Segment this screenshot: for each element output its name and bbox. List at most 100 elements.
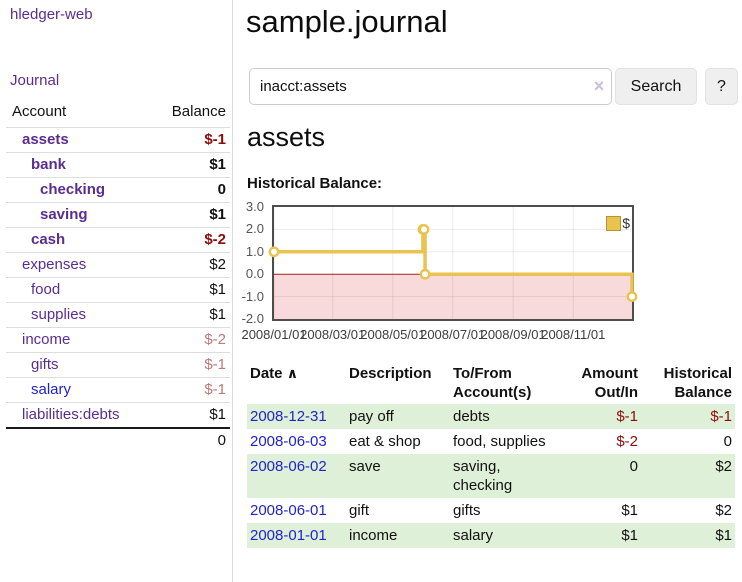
y-tick-label: 3.0 (245, 199, 264, 214)
account-balance: $1 (209, 306, 226, 323)
sidebar-account-assets[interactable]: assets (22, 131, 69, 148)
legend-swatch-icon (606, 215, 622, 231)
register-header-balance: Historical Balance (663, 365, 732, 401)
transaction-balance: $-1 (710, 408, 732, 425)
account-row: liabilities:debts $1 (6, 402, 230, 429)
account-row: food $1 (6, 277, 230, 303)
transaction-date-link[interactable]: 2008-01-01 (250, 527, 327, 544)
sidebar-account-gifts[interactable]: gifts (31, 356, 59, 373)
accounts-header-account: Account (12, 103, 67, 120)
accounts-total-value: 0 (217, 432, 226, 449)
register-header-description: Description (349, 365, 432, 382)
help-button[interactable]: ? (705, 68, 738, 105)
account-balance: 0 (217, 181, 226, 198)
sidebar-account-supplies[interactable]: supplies (31, 306, 87, 323)
account-row: expenses $2 (6, 252, 230, 278)
chart-x-axis: 2008/01/01 2008/03/01 2008/05/01 2008/07/01… (241, 327, 632, 345)
search-button[interactable]: Search (615, 68, 697, 105)
sidebar-item-journal[interactable]: Journal (10, 72, 60, 89)
transaction-accounts: gifts (453, 502, 481, 519)
transaction-date-link[interactable]: 2008-06-02 (250, 458, 327, 475)
account-row: supplies $1 (6, 302, 230, 328)
register-row: 2008-12-31 pay off debts $-1 $-1 (247, 404, 735, 429)
search-input[interactable] (249, 68, 612, 105)
chart-y-axis: 3.0 2.0 1.0 0.0 -1.0 -2.0 (232, 199, 266, 326)
transaction-amount: $1 (621, 502, 638, 519)
app-brand-link[interactable]: hledger-web (10, 6, 93, 23)
register-header-row: Date ∧ Description To/From Account(s) Am… (247, 362, 735, 404)
account-balance: $1 (209, 281, 226, 298)
x-tick-label: 2008/01/01 (241, 327, 307, 342)
transaction-date-link[interactable]: 2008-12-31 (250, 408, 327, 425)
sidebar-divider (232, 0, 233, 582)
sidebar-account-checking[interactable]: checking (40, 181, 106, 198)
x-tick-label: 2008/09/01 (480, 327, 546, 342)
register-header-amount: Amount Out/In (581, 365, 638, 401)
x-tick-label: 2008/03/01 (300, 327, 366, 342)
sidebar-account-income[interactable]: income (22, 331, 71, 348)
transaction-balance: $2 (715, 458, 732, 475)
transaction-date-link[interactable]: 2008-06-03 (250, 433, 327, 450)
y-tick-label: -2.0 (241, 311, 264, 326)
y-tick-label: 1.0 (245, 243, 264, 259)
sidebar-account-food[interactable]: food (31, 281, 61, 298)
chart-plot-svg (268, 207, 638, 319)
account-row: gifts $-1 (6, 352, 230, 378)
x-tick-label: 2008/11/01 (541, 327, 606, 342)
transaction-amount: $1 (621, 527, 638, 544)
transaction-balance: $1 (715, 527, 732, 544)
accounts-header-balance: Balance (171, 103, 226, 120)
register-header-accounts: To/From Account(s) (453, 365, 532, 401)
account-balance: $-1 (204, 381, 226, 398)
sidebar-account-cash[interactable]: cash (31, 231, 66, 248)
register-row: 2008-06-01 gift gifts $1 $2 (247, 498, 735, 523)
register-table: Date ∧ Description To/From Account(s) Am… (247, 362, 735, 548)
account-row: assets $-1 (6, 127, 230, 153)
sidebar-account-liabilities-debts[interactable]: liabilities:debts (22, 406, 120, 423)
transaction-date-link[interactable]: 2008-06-01 (250, 502, 327, 519)
x-tick-label: 2008/07/01 (420, 327, 486, 342)
sidebar-accounts-table: Account Balance assets $-1 bank $1 checkin… (6, 100, 230, 453)
transaction-description: eat & shop (349, 433, 421, 450)
clear-search-icon[interactable]: × (593, 76, 605, 96)
sidebar-account-saving[interactable]: saving (40, 206, 88, 223)
account-balance: $-1 (204, 356, 226, 373)
account-row: checking 0 (6, 177, 230, 203)
sidebar-account-salary[interactable]: salary (31, 381, 72, 398)
y-tick-label: 0.0 (245, 266, 264, 282)
transaction-description: pay off (349, 408, 394, 425)
chart-legend: $ (606, 214, 630, 232)
transaction-accounts: salary (453, 527, 494, 544)
sidebar-account-bank[interactable]: bank (31, 156, 67, 173)
transaction-accounts: food, supplies (453, 433, 546, 450)
account-balance: $-1 (204, 131, 226, 148)
account-row: income $-2 (6, 327, 230, 353)
transaction-amount: $-2 (616, 433, 638, 450)
account-row: bank $1 (6, 152, 230, 178)
transaction-amount: 0 (629, 458, 638, 475)
transaction-balance: 0 (723, 433, 732, 450)
transaction-balance: $2 (715, 502, 732, 519)
account-balance: $-2 (204, 231, 226, 248)
chart-negative-region (274, 274, 632, 319)
account-balance: $1 (209, 406, 226, 423)
sort-ascending-icon: ∧ (286, 365, 299, 381)
sidebar-account-expenses[interactable]: expenses (22, 256, 87, 273)
register-row: 2008-06-02 save saving, checking 0 $2 (247, 454, 735, 498)
balance-chart: $ (268, 205, 638, 321)
transaction-description: income (349, 527, 398, 544)
transaction-accounts: debts (453, 408, 490, 425)
account-row: salary $-1 (6, 377, 230, 403)
transaction-description: save (349, 458, 381, 475)
account-balance: $-2 (204, 331, 226, 348)
chart-title: Historical Balance: (247, 175, 383, 192)
account-balance: $2 (209, 256, 226, 273)
legend-label: $ (622, 215, 630, 232)
y-tick-label: 2.0 (245, 221, 264, 237)
register-header-date[interactable]: Date ∧ (250, 365, 299, 382)
account-heading: assets (247, 122, 326, 152)
register-row: 2008-01-01 income salary $1 $1 (247, 523, 735, 548)
x-tick-label: 2008/05/01 (360, 327, 426, 342)
accounts-header-row: Account Balance (6, 100, 230, 128)
register-row: 2008-06-03 eat & shop food, supplies $-2… (247, 429, 735, 454)
